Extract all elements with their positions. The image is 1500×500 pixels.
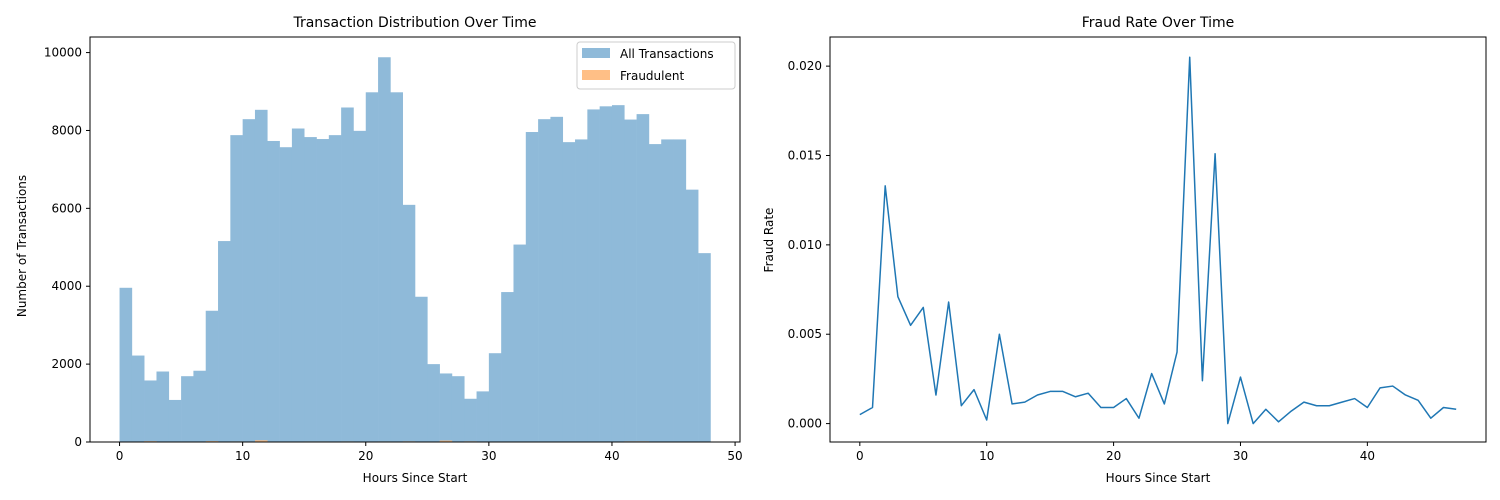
bar-fraudulent bbox=[254, 440, 268, 442]
bar-all-transactions bbox=[230, 135, 243, 442]
x-tick-label: 40 bbox=[1360, 449, 1375, 463]
bar-all-transactions bbox=[316, 139, 330, 442]
bar-all-transactions bbox=[464, 398, 477, 442]
bar-all-transactions bbox=[131, 355, 145, 442]
bar-all-transactions bbox=[279, 147, 293, 442]
legend: All Transactions Fraudulent bbox=[576, 41, 736, 90]
fraud-rate-line-group bbox=[859, 56, 1457, 425]
y-tick-label: 0.000 bbox=[788, 417, 822, 431]
legend-box bbox=[576, 41, 736, 90]
y-axis-label: Fraud Rate bbox=[762, 208, 776, 273]
legend-swatch-fraudulent bbox=[582, 70, 610, 80]
bar-all-transactions bbox=[599, 106, 613, 442]
x-tick-label: 20 bbox=[358, 449, 373, 463]
bar-all-transactions bbox=[587, 109, 600, 443]
bar-all-transactions bbox=[501, 292, 514, 442]
legend-swatch-all-transactions bbox=[582, 48, 610, 58]
histogram-bars bbox=[119, 57, 711, 443]
bar-all-transactions bbox=[291, 128, 305, 442]
bar-all-transactions bbox=[328, 135, 342, 442]
y-tick-label: 10000 bbox=[44, 46, 82, 60]
chart-title: Transaction Distribution Over Time bbox=[292, 15, 536, 31]
bar-all-transactions bbox=[427, 364, 440, 442]
fraud-rate-line bbox=[859, 56, 1457, 425]
bar-all-transactions bbox=[636, 114, 650, 443]
bar-all-transactions bbox=[365, 92, 379, 443]
bar-all-transactions bbox=[402, 204, 416, 442]
x-tick-label: 10 bbox=[979, 449, 994, 463]
bar-all-transactions bbox=[488, 353, 502, 442]
bar-all-transactions bbox=[698, 253, 711, 442]
y-tick-label: 0 bbox=[74, 435, 82, 449]
y-tick-label: 0.015 bbox=[788, 148, 822, 162]
bar-all-transactions bbox=[193, 370, 207, 442]
plot-frame bbox=[89, 36, 741, 443]
bar-all-transactions bbox=[562, 142, 576, 442]
x-axis-label: Hours Since Start bbox=[1106, 471, 1211, 485]
y-axis-ticks: 0.000 0.005 0.010 0.015 0.020 bbox=[788, 59, 830, 431]
bar-all-transactions bbox=[267, 140, 280, 443]
x-axis-ticks: 0 10 20 30 40 50 bbox=[116, 442, 743, 463]
bar-all-transactions bbox=[181, 376, 194, 442]
x-tick-label: 50 bbox=[727, 449, 742, 463]
bar-all-transactions bbox=[673, 139, 687, 443]
x-tick-label: 10 bbox=[235, 449, 250, 463]
x-tick-label: 30 bbox=[1233, 449, 1248, 463]
bar-all-transactions bbox=[205, 310, 219, 442]
x-tick-label: 20 bbox=[1106, 449, 1121, 463]
y-tick-label: 0.010 bbox=[788, 238, 822, 252]
bar-all-transactions bbox=[415, 296, 428, 442]
y-tick-label: 6000 bbox=[51, 201, 82, 215]
y-axis-ticks: 0 2000 4000 6000 8000 10000 bbox=[44, 46, 90, 449]
y-tick-label: 0.020 bbox=[788, 59, 822, 73]
bar-all-transactions bbox=[341, 107, 354, 443]
plot-frame bbox=[829, 36, 1487, 443]
bar-all-transactions bbox=[144, 380, 157, 442]
bar-all-transactions bbox=[624, 119, 637, 442]
bar-all-transactions bbox=[119, 287, 133, 442]
y-tick-label: 2000 bbox=[51, 357, 82, 371]
bar-all-transactions bbox=[685, 189, 699, 442]
bar-all-transactions bbox=[451, 376, 465, 442]
bar-all-transactions bbox=[353, 130, 367, 442]
bar-all-transactions bbox=[304, 137, 317, 442]
bar-fraudulent bbox=[439, 440, 453, 442]
y-tick-label: 0.005 bbox=[788, 327, 822, 341]
bar-all-transactions bbox=[254, 109, 268, 442]
bar-all-transactions bbox=[439, 373, 453, 442]
bar-all-transactions bbox=[168, 399, 182, 442]
legend-label-fraudulent: Fraudulent bbox=[620, 69, 684, 83]
bar-all-transactions bbox=[218, 241, 231, 442]
bar-all-transactions bbox=[661, 139, 674, 443]
bar-all-transactions bbox=[611, 105, 625, 443]
bar-all-transactions bbox=[513, 244, 527, 442]
bar-all-transactions bbox=[525, 132, 539, 442]
x-axis-label: Hours Since Start bbox=[363, 471, 468, 485]
chart-title: Fraud Rate Over Time bbox=[1082, 15, 1235, 31]
legend-label-all-transactions: All Transactions bbox=[620, 47, 714, 61]
bar-all-transactions bbox=[575, 139, 588, 443]
bar-all-transactions bbox=[378, 57, 391, 442]
bar-all-transactions bbox=[390, 92, 403, 443]
x-tick-label: 30 bbox=[481, 449, 496, 463]
bar-all-transactions bbox=[156, 371, 170, 442]
transaction-histogram-chart: Transaction Distribution Over Time Hours… bbox=[15, 15, 743, 485]
bar-all-transactions bbox=[648, 144, 662, 442]
x-tick-label: 0 bbox=[856, 449, 864, 463]
y-axis-label: Number of Transactions bbox=[15, 175, 29, 317]
fraud-rate-chart: Fraud Rate Over Time Hours Since Start F… bbox=[762, 15, 1487, 485]
y-tick-label: 4000 bbox=[51, 279, 82, 293]
bar-all-transactions bbox=[476, 391, 490, 443]
bar-all-transactions bbox=[242, 119, 256, 443]
bar-all-transactions bbox=[538, 119, 551, 443]
x-tick-label: 0 bbox=[116, 449, 124, 463]
x-tick-label: 40 bbox=[604, 449, 619, 463]
x-axis-ticks: 0 10 20 30 40 bbox=[856, 442, 1375, 463]
bar-all-transactions bbox=[550, 116, 564, 442]
y-tick-label: 8000 bbox=[51, 123, 82, 137]
